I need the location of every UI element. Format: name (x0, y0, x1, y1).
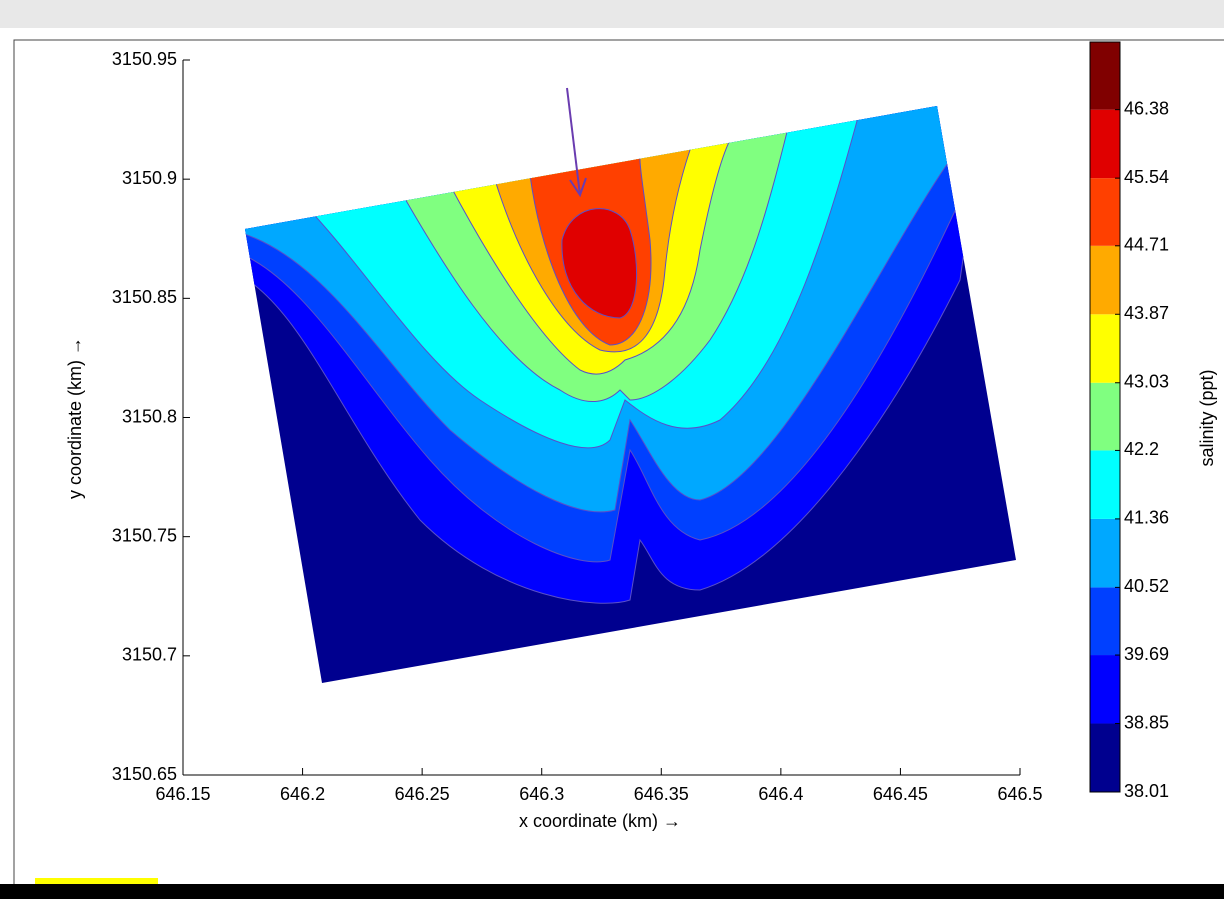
colorbar-band (1090, 109, 1120, 179)
colorbar-band (1090, 178, 1120, 246)
colorbar-tick-label: 38.85 (1124, 712, 1169, 732)
colorbar-tick-label: 42.2 (1124, 439, 1159, 459)
x-tick-label: 646.4 (758, 784, 803, 804)
top-bar (0, 0, 1224, 28)
y-axis-label: y coordinate (km) → (65, 337, 85, 499)
colorbar-band (1090, 723, 1120, 792)
x-tick-label: 646.3 (519, 784, 564, 804)
contour-band (561, 208, 637, 319)
x-tick-label: 646.15 (155, 784, 210, 804)
colorbar-tick-label: 41.36 (1124, 508, 1169, 528)
y-tick-label: 3150.85 (112, 287, 177, 307)
colorbar-tick-label: 44.71 (1124, 235, 1169, 255)
arrow-head (569, 177, 587, 198)
colorbar-tick-label: 39.69 (1124, 644, 1169, 664)
arrow (566, 87, 581, 196)
colorbar-tick-label: 43.03 (1124, 372, 1169, 392)
colorbar-band (1090, 382, 1120, 451)
x-tick-label: 646.45 (873, 784, 928, 804)
highlight (35, 878, 158, 888)
colorbar-band (1090, 314, 1120, 383)
x-tick-label: 646.35 (634, 784, 689, 804)
colorbar-band (1090, 450, 1120, 519)
y-tick-label: 3150.95 (112, 49, 177, 69)
colorbar-tick-label: 43.87 (1124, 303, 1169, 323)
x-tick-label: 646.2 (280, 784, 325, 804)
colorbar-tick-label: 45.54 (1124, 167, 1169, 187)
y-tick-label: 3150.9 (122, 168, 177, 188)
colorbar-tick-label: 46.38 (1124, 98, 1169, 118)
y-tick-label: 3150.8 (122, 406, 177, 426)
y-tick-label: 3150.75 (112, 525, 177, 545)
colorbar-tick-label: 38.01 (1124, 781, 1169, 801)
colorbar-tick-label: 40.52 (1124, 576, 1169, 596)
x-tick-label: 646.5 (997, 784, 1042, 804)
x-tick-label: 646.25 (395, 784, 450, 804)
colorbar-band (1090, 42, 1120, 110)
bottom-bar (0, 884, 1224, 899)
y-tick-label: 3150.7 (122, 645, 177, 665)
y-tick-label: 3150.65 (112, 764, 177, 784)
colorbar-frame (1089, 41, 1121, 793)
colorbar-band (1090, 518, 1120, 588)
colorbar-band (1090, 587, 1120, 656)
colorbar-band (1090, 245, 1120, 315)
x-axis-label: x coordinate (km) → (519, 811, 681, 831)
colorbar-band (1090, 655, 1120, 724)
colorbar-label: salinity (ppt) (1197, 369, 1217, 466)
